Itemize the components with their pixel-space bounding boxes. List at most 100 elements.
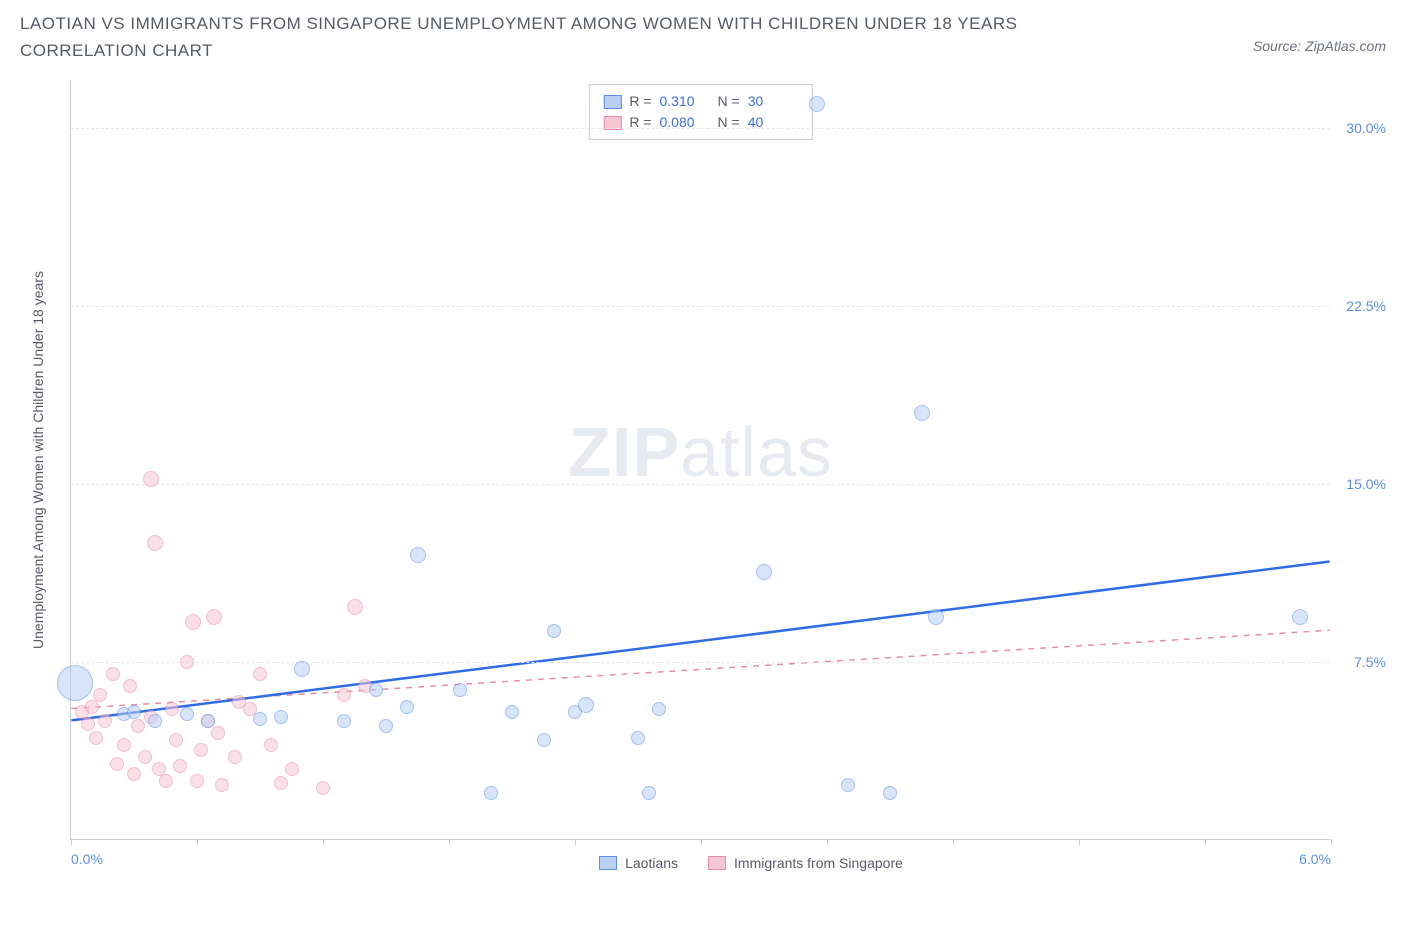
chart-container: Unemployment Among Women with Children U… xyxy=(20,80,1386,910)
data-point-laotians xyxy=(337,714,351,728)
data-point-laotians xyxy=(578,697,594,713)
data-point-singapore xyxy=(89,731,103,745)
x-tick xyxy=(827,839,828,845)
trend-line xyxy=(71,561,1329,720)
data-point-laotians xyxy=(180,707,194,721)
legend-item-singapore: Immigrants from Singapore xyxy=(708,855,903,871)
data-point-laotians xyxy=(253,712,267,726)
data-point-singapore xyxy=(228,750,242,764)
data-point-laotians xyxy=(642,786,656,800)
y-axis-title: Unemployment Among Women with Children U… xyxy=(30,271,46,649)
data-point-singapore xyxy=(138,750,152,764)
data-point-laotians xyxy=(756,564,772,580)
data-point-singapore xyxy=(169,733,183,747)
data-point-laotians xyxy=(127,705,141,719)
x-tick xyxy=(575,839,576,845)
data-point-singapore xyxy=(98,714,112,728)
data-point-laotians xyxy=(928,609,944,625)
data-point-singapore xyxy=(123,679,137,693)
data-point-singapore xyxy=(165,702,179,716)
data-point-singapore xyxy=(106,667,120,681)
x-tick-label: 0.0% xyxy=(71,851,103,867)
data-point-laotians xyxy=(379,719,393,733)
data-point-singapore xyxy=(253,667,267,681)
data-point-laotians xyxy=(652,702,666,716)
data-point-singapore xyxy=(159,774,173,788)
data-point-singapore xyxy=(180,655,194,669)
x-tick xyxy=(197,839,198,845)
n-value-singapore: 40 xyxy=(748,112,798,133)
y-tick-label: 30.0% xyxy=(1346,120,1386,136)
watermark-zip: ZIP xyxy=(568,413,680,491)
data-point-singapore xyxy=(185,614,201,630)
data-point-singapore xyxy=(190,774,204,788)
data-point-singapore xyxy=(274,776,288,790)
data-point-laotians xyxy=(883,786,897,800)
legend-row-laotians: R = 0.310 N = 30 xyxy=(603,91,797,112)
legend-correlation: R = 0.310 N = 30 R = 0.080 N = 40 xyxy=(588,84,812,140)
x-tick xyxy=(953,839,954,845)
data-point-singapore xyxy=(316,781,330,795)
n-label: N = xyxy=(718,112,740,133)
plot-area: ZIPatlas R = 0.310 N = 30 R = 0.080 N = … xyxy=(70,80,1330,840)
r-value-singapore: 0.080 xyxy=(660,112,710,133)
legend-label-laotians: Laotians xyxy=(625,855,678,871)
n-value-laotians: 30 xyxy=(748,91,798,112)
data-point-laotians xyxy=(410,547,426,563)
gridline xyxy=(71,662,1330,663)
data-point-laotians xyxy=(369,683,383,697)
legend-swatch-laotians xyxy=(603,95,621,109)
data-point-laotians xyxy=(148,714,162,728)
data-point-singapore xyxy=(347,599,363,615)
data-point-laotians xyxy=(914,405,930,421)
data-point-laotians xyxy=(484,786,498,800)
data-point-laotians xyxy=(841,778,855,792)
x-tick xyxy=(701,839,702,845)
data-point-singapore xyxy=(127,767,141,781)
data-point-singapore xyxy=(85,700,99,714)
legend-item-laotians: Laotians xyxy=(599,855,678,871)
data-point-laotians xyxy=(631,731,645,745)
data-point-singapore xyxy=(131,719,145,733)
x-tick xyxy=(323,839,324,845)
data-point-laotians xyxy=(400,700,414,714)
x-tick xyxy=(1079,839,1080,845)
data-point-laotians xyxy=(201,714,215,728)
x-tick xyxy=(1331,839,1332,845)
data-point-singapore xyxy=(81,717,95,731)
data-point-singapore xyxy=(337,688,351,702)
data-point-laotians xyxy=(537,733,551,747)
data-point-laotians xyxy=(294,661,310,677)
gridline xyxy=(71,128,1330,129)
source-label: Source: ZipAtlas.com xyxy=(1253,38,1386,54)
gridline xyxy=(71,484,1330,485)
x-tick xyxy=(449,839,450,845)
legend-label-singapore: Immigrants from Singapore xyxy=(734,855,903,871)
data-point-laotians xyxy=(1292,609,1308,625)
legend-swatch-singapore xyxy=(708,856,726,870)
y-tick-label: 22.5% xyxy=(1346,298,1386,314)
data-point-singapore xyxy=(117,738,131,752)
r-label: R = xyxy=(629,91,651,112)
data-point-laotians xyxy=(809,96,825,112)
y-tick-label: 15.0% xyxy=(1346,476,1386,492)
r-label: R = xyxy=(629,112,651,133)
data-point-laotians xyxy=(453,683,467,697)
data-point-laotians xyxy=(547,624,561,638)
data-point-singapore xyxy=(285,762,299,776)
data-point-singapore xyxy=(173,759,187,773)
data-point-singapore xyxy=(93,688,107,702)
legend-row-singapore: R = 0.080 N = 40 xyxy=(603,112,797,133)
data-point-singapore xyxy=(194,743,208,757)
gridline xyxy=(71,306,1330,307)
watermark-atlas: atlas xyxy=(680,413,833,491)
x-tick xyxy=(71,839,72,845)
data-point-singapore xyxy=(206,609,222,625)
data-point-singapore xyxy=(215,778,229,792)
n-label: N = xyxy=(718,91,740,112)
x-tick-label: 6.0% xyxy=(1299,851,1331,867)
legend-series: Laotians Immigrants from Singapore xyxy=(121,855,1381,871)
data-point-singapore xyxy=(143,471,159,487)
legend-swatch-laotians xyxy=(599,856,617,870)
data-point-laotians xyxy=(274,710,288,724)
